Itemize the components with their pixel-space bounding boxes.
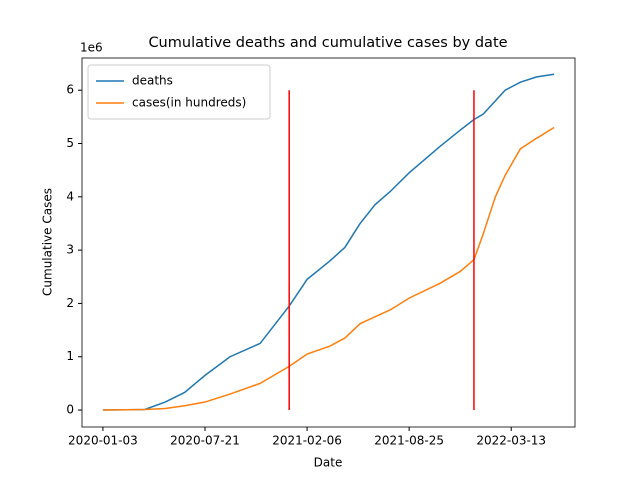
x-tick-label: 2020-01-03 <box>68 434 138 448</box>
legend-label: deaths <box>132 74 173 88</box>
x-tick-label: 2021-02-06 <box>272 434 342 448</box>
x-tick-label: 2021-08-25 <box>374 434 444 448</box>
legend-label: cases(in hundreds) <box>132 96 246 110</box>
chart-title: Cumulative deaths and cumulative cases b… <box>148 35 507 51</box>
x-tick-label: 2020-07-21 <box>170 434 240 448</box>
y-tick-label: 5 <box>66 136 74 150</box>
x-tick-label: 2022-03-13 <box>476 434 546 448</box>
data-line <box>102 73 555 411</box>
y-tick-label: 6 <box>66 83 74 97</box>
y-offset-label: 1e6 <box>80 41 103 55</box>
plot-frame <box>81 57 576 428</box>
y-axis-label: Cumulative Cases <box>41 188 55 296</box>
y-tick-label: 4 <box>66 189 74 203</box>
x-axis-label: Date <box>314 456 343 470</box>
y-tick-label: 1 <box>66 349 74 363</box>
y-tick-label: 3 <box>66 243 74 257</box>
y-tick-label: 0 <box>66 403 74 417</box>
y-tick-label: 2 <box>66 296 74 310</box>
data-line <box>102 126 555 411</box>
legend-box <box>87 64 271 120</box>
